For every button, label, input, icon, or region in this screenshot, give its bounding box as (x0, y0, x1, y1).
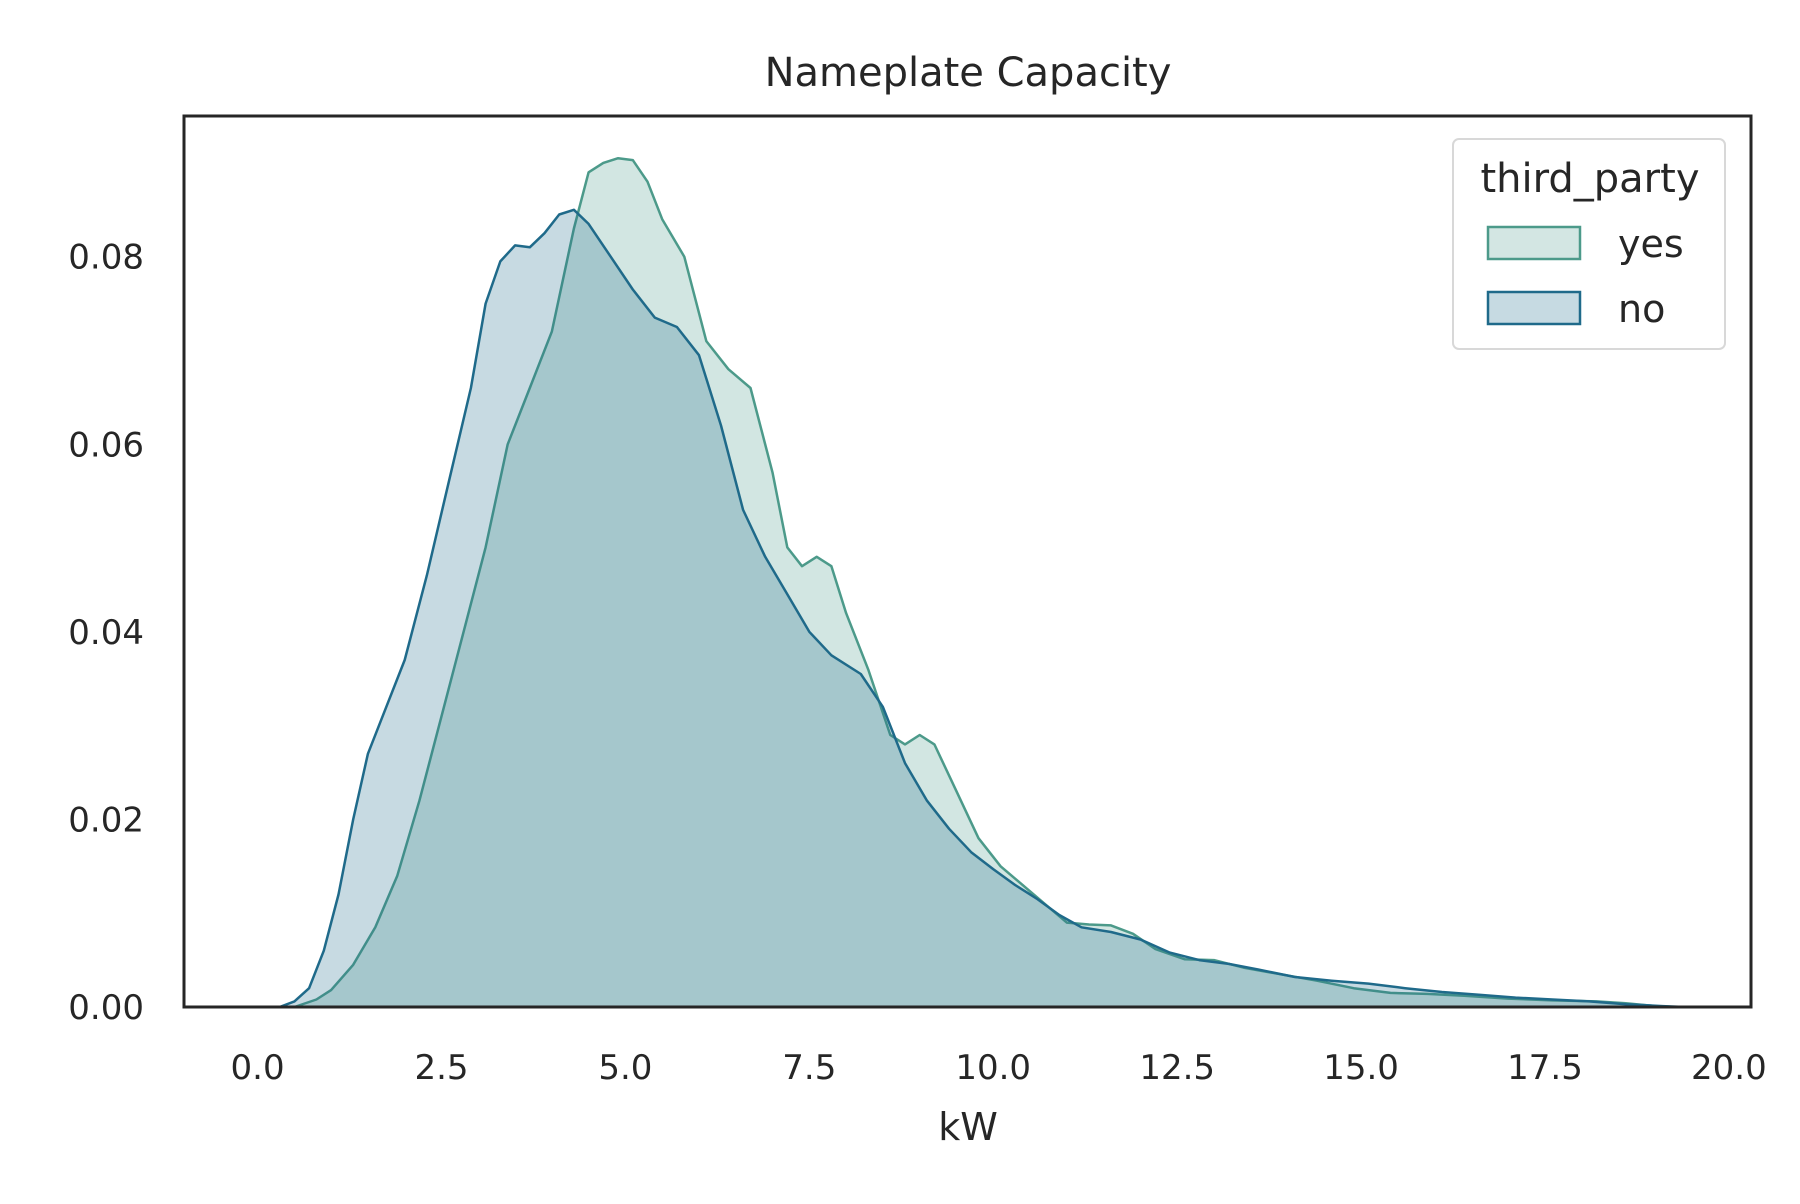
x-axis-label: kW (938, 1105, 998, 1149)
x-tick-label: 7.5 (782, 1048, 836, 1088)
y-tick-label: 0.08 (68, 238, 144, 278)
legend-title: third_party (1481, 156, 1700, 202)
legend-swatch-no (1486, 290, 1582, 326)
x-tick-label: 2.5 (414, 1048, 468, 1088)
x-tick-label: 12.5 (1139, 1048, 1215, 1088)
x-tick-label: 15.0 (1323, 1048, 1399, 1088)
x-tick-label: 5.0 (598, 1048, 652, 1088)
x-tick-label: 20.0 (1691, 1048, 1767, 1088)
x-tick-label: 17.5 (1507, 1048, 1583, 1088)
y-tick-label: 0.00 (68, 988, 144, 1028)
chart-title: Nameplate Capacity (765, 50, 1172, 96)
x-axis-ticks: 0.0 2.5 5.0 7.5 10.0 12.5 15.0 17.5 20.0 (231, 1048, 1767, 1088)
x-tick-label: 10.0 (955, 1048, 1031, 1088)
y-axis-ticks: 0.00 0.02 0.04 0.06 0.08 (68, 238, 144, 1028)
legend: third_party yes no (1452, 138, 1726, 350)
plot-frame (182, 114, 1753, 1009)
series-line-no (257, 208, 1685, 1009)
series-area-no (257, 209, 1685, 1008)
legend-label-no: no (1618, 287, 1665, 331)
series-layer (257, 156, 1685, 1009)
y-tick-label: 0.06 (68, 425, 144, 465)
series-line-yes (257, 156, 1678, 1009)
legend-swatch-yes (1486, 225, 1582, 261)
y-tick-label: 0.02 (68, 800, 144, 840)
legend-label-yes: yes (1618, 222, 1684, 266)
y-tick-label: 0.04 (68, 613, 144, 653)
x-tick-label: 0.0 (231, 1048, 285, 1088)
series-area-yes (257, 158, 1678, 1007)
